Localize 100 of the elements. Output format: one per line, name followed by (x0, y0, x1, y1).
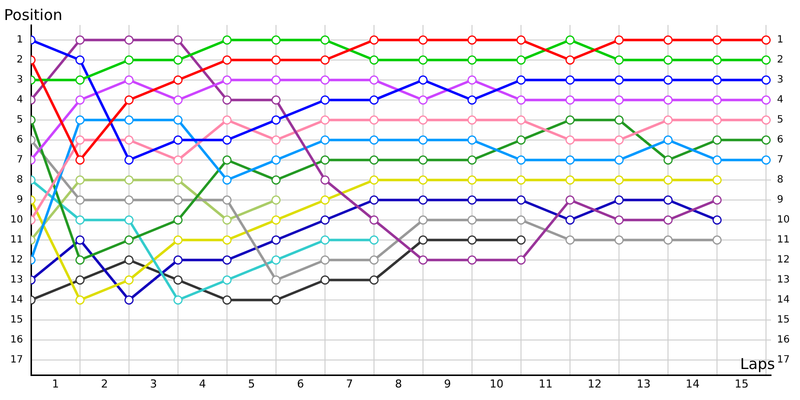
point (418, 235, 428, 245)
y-tick-label: 6 (16, 134, 23, 146)
point (614, 235, 624, 245)
point (124, 115, 134, 125)
point (320, 135, 330, 145)
point (173, 135, 183, 145)
point (124, 295, 134, 305)
point (173, 215, 183, 225)
point (173, 195, 183, 205)
point (271, 255, 281, 265)
point (565, 95, 575, 105)
point (663, 35, 673, 45)
point (75, 255, 85, 265)
point (712, 155, 722, 165)
point (75, 195, 85, 205)
y2-tick-label: 11 (777, 234, 790, 246)
point (516, 235, 526, 245)
point (418, 75, 428, 85)
y-tick-label: 17 (10, 354, 23, 366)
point (712, 115, 722, 125)
point (467, 175, 477, 185)
point (320, 255, 330, 265)
point (124, 275, 134, 285)
point (663, 195, 673, 205)
point (75, 155, 85, 165)
point (516, 215, 526, 225)
x-tick-label: 14 (686, 377, 700, 390)
point (712, 175, 722, 185)
point (516, 75, 526, 85)
point (712, 35, 722, 45)
point (271, 75, 281, 85)
point (762, 115, 771, 125)
y2-tick-label: 6 (777, 134, 784, 146)
point (271, 115, 281, 125)
point (124, 55, 134, 65)
point (418, 55, 428, 65)
point (467, 115, 477, 125)
y2-tick-label: 2 (777, 54, 784, 66)
point (173, 295, 183, 305)
y2-tick-label: 3 (777, 74, 784, 86)
point (173, 115, 183, 125)
point (565, 115, 575, 125)
point (320, 175, 330, 185)
point (222, 175, 232, 185)
point (320, 215, 330, 225)
point (516, 175, 526, 185)
point (124, 95, 134, 105)
point (467, 195, 477, 205)
point (173, 175, 183, 185)
point (516, 195, 526, 205)
y2-tick-label: 12 (777, 254, 790, 266)
point (320, 275, 330, 285)
point (222, 295, 232, 305)
point (418, 195, 428, 205)
x-tick-label: 10 (490, 377, 504, 390)
x-tick-label: 4 (199, 377, 206, 390)
y2-tick-label: 8 (777, 174, 784, 186)
x-tick-label: 8 (395, 377, 402, 390)
point (614, 135, 624, 145)
point (222, 95, 232, 105)
point (712, 75, 722, 85)
x-tick-label: 3 (150, 377, 158, 390)
point (712, 95, 722, 105)
point (124, 235, 134, 245)
point (565, 155, 575, 165)
point (124, 195, 134, 205)
point (369, 235, 379, 245)
point (663, 55, 673, 65)
point (614, 95, 624, 105)
point (222, 275, 232, 285)
point (663, 155, 673, 165)
point (516, 135, 526, 145)
point (271, 35, 281, 45)
point (124, 255, 134, 265)
point (271, 175, 281, 185)
point (663, 75, 673, 85)
point (762, 135, 771, 145)
y-tick-label: 7 (16, 154, 23, 166)
point (614, 55, 624, 65)
point (320, 95, 330, 105)
point (222, 195, 232, 205)
point (663, 215, 673, 225)
point (516, 115, 526, 125)
point (712, 135, 722, 145)
point (614, 155, 624, 165)
x-tick-label: 7 (346, 377, 354, 390)
point (467, 155, 477, 165)
point (418, 95, 428, 105)
point (271, 295, 281, 305)
point (663, 115, 673, 125)
point (516, 95, 526, 105)
point (418, 35, 428, 45)
point (762, 75, 771, 85)
point (271, 135, 281, 145)
point (124, 215, 134, 225)
point (75, 215, 85, 225)
point (565, 235, 575, 245)
point (467, 75, 477, 85)
y-tick-label: 11 (10, 234, 23, 246)
y2-tick-label: 15 (777, 314, 790, 326)
